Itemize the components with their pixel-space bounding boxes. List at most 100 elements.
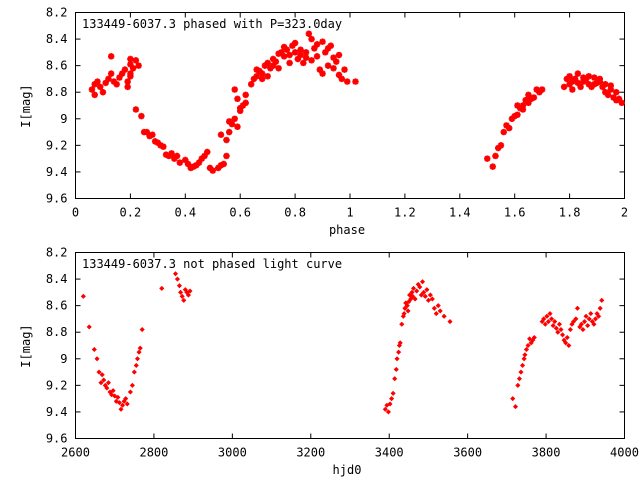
data-point bbox=[500, 128, 507, 136]
y-tick-label: 8.6 bbox=[46, 299, 68, 313]
data-point bbox=[388, 395, 395, 402]
data-point bbox=[393, 366, 399, 373]
data-point bbox=[215, 164, 222, 172]
x-tick-label: 0 bbox=[72, 206, 79, 220]
data-point bbox=[404, 302, 410, 309]
data-point bbox=[427, 292, 434, 298]
data-point bbox=[422, 293, 428, 299]
data-point bbox=[567, 326, 574, 333]
data-point bbox=[607, 82, 614, 89]
x-tick-label: 3600 bbox=[453, 446, 482, 460]
y-tick-label: 9 bbox=[60, 352, 67, 366]
data-point bbox=[335, 51, 343, 59]
data-point bbox=[421, 289, 427, 296]
x-tick-label: 3800 bbox=[532, 446, 561, 460]
data-point bbox=[253, 66, 260, 73]
data-point bbox=[570, 318, 577, 325]
data-point bbox=[136, 349, 142, 355]
data-point bbox=[174, 276, 181, 282]
data-point bbox=[519, 362, 526, 369]
data-point bbox=[168, 150, 175, 157]
data-point bbox=[441, 313, 447, 319]
data-point bbox=[250, 75, 258, 83]
x-tick-label: 2 bbox=[621, 206, 628, 220]
data-point bbox=[327, 42, 334, 49]
data-point bbox=[545, 318, 552, 325]
data-point bbox=[135, 62, 142, 69]
data-point bbox=[578, 321, 585, 327]
data-point bbox=[564, 334, 570, 341]
data-point bbox=[424, 287, 430, 293]
data-point bbox=[237, 107, 244, 115]
data-point bbox=[569, 86, 576, 93]
data-point bbox=[511, 112, 518, 120]
data-point bbox=[176, 283, 183, 289]
data-point bbox=[280, 53, 288, 60]
data-point bbox=[595, 313, 602, 319]
data-point bbox=[341, 66, 348, 73]
data-point bbox=[264, 73, 271, 80]
data-point bbox=[583, 313, 589, 319]
data-point bbox=[113, 398, 119, 404]
data-point bbox=[138, 112, 145, 120]
data-point bbox=[206, 164, 214, 172]
data-point bbox=[165, 152, 173, 160]
y-tick-label: 8.4 bbox=[46, 272, 68, 286]
data-point bbox=[217, 131, 225, 138]
data-point bbox=[286, 59, 293, 67]
data-point bbox=[516, 104, 524, 112]
data-point bbox=[118, 406, 124, 412]
data-point bbox=[399, 321, 405, 327]
data-point bbox=[435, 302, 441, 309]
data-point bbox=[258, 70, 266, 77]
data-point bbox=[571, 75, 579, 83]
data-point bbox=[615, 95, 623, 103]
data-point bbox=[96, 369, 102, 375]
data-point bbox=[563, 340, 569, 346]
data-point bbox=[406, 292, 413, 298]
data-point bbox=[278, 49, 285, 56]
data-point bbox=[574, 305, 581, 311]
x-tick-label: 1.2 bbox=[394, 206, 416, 220]
data-point bbox=[425, 297, 432, 303]
data-point bbox=[519, 102, 527, 109]
data-point bbox=[610, 94, 617, 101]
data-point bbox=[176, 159, 184, 166]
data-point bbox=[99, 89, 107, 96]
data-point bbox=[146, 132, 153, 140]
data-point bbox=[588, 83, 595, 91]
data-points bbox=[88, 30, 625, 174]
x-tick-label: 3400 bbox=[375, 446, 404, 460]
data-point bbox=[110, 78, 118, 85]
data-point bbox=[385, 409, 392, 415]
data-point bbox=[394, 356, 400, 362]
data-point bbox=[414, 288, 420, 294]
data-point bbox=[297, 46, 304, 53]
data-point bbox=[119, 402, 126, 408]
data-point bbox=[162, 151, 170, 158]
data-point bbox=[580, 326, 586, 333]
data-point bbox=[531, 334, 537, 341]
data-point bbox=[113, 81, 120, 88]
data-point bbox=[86, 324, 92, 330]
data-point bbox=[291, 39, 299, 47]
y-tick-label: 8.4 bbox=[46, 32, 68, 46]
data-point bbox=[311, 45, 318, 52]
data-point bbox=[228, 120, 236, 128]
data-point bbox=[324, 45, 332, 52]
y-tick-label: 9.4 bbox=[46, 405, 68, 419]
data-point bbox=[160, 143, 167, 150]
y-axis-label: I[mag] bbox=[19, 324, 33, 367]
data-point bbox=[149, 131, 156, 138]
data-point bbox=[522, 96, 529, 104]
data-point bbox=[226, 118, 233, 125]
data-point bbox=[495, 144, 502, 152]
data-point bbox=[387, 401, 393, 407]
data-point bbox=[107, 53, 115, 60]
data-point bbox=[242, 99, 249, 107]
data-point bbox=[253, 73, 260, 80]
data-point bbox=[193, 162, 200, 169]
data-point bbox=[591, 321, 597, 327]
data-point bbox=[94, 78, 101, 85]
data-point bbox=[352, 78, 359, 85]
